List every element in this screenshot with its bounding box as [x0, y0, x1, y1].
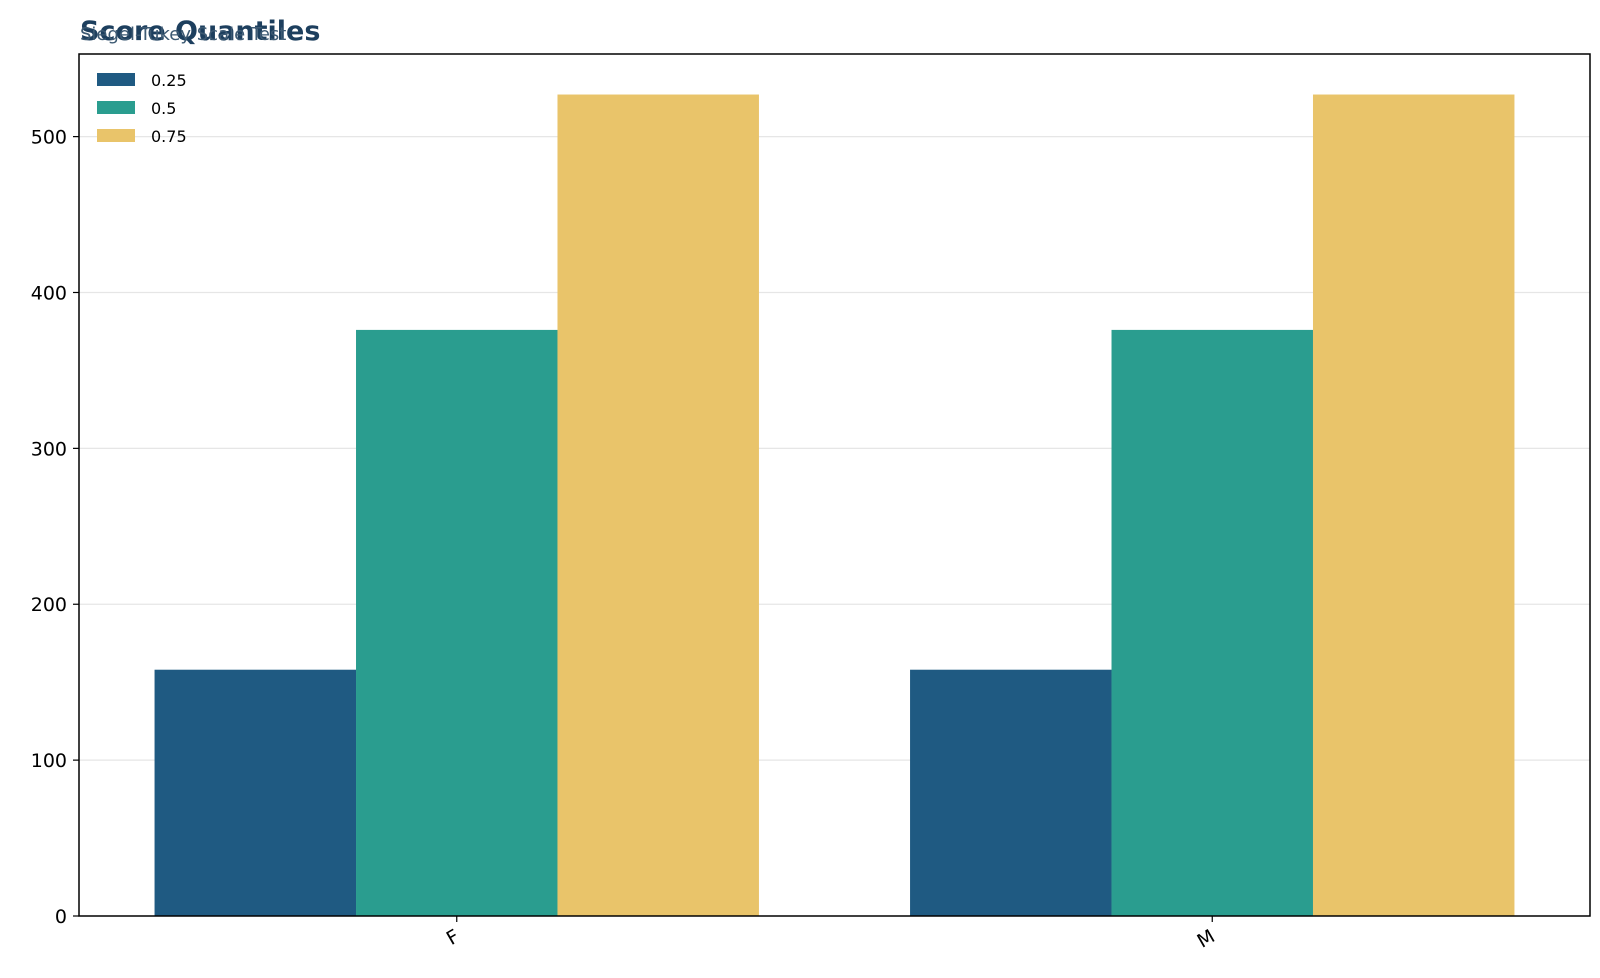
y-tick-label: 100 — [31, 750, 67, 772]
bar-F-0.25 — [154, 669, 357, 916]
x-tick-label: F — [443, 925, 463, 950]
bar-M-0.5 — [1111, 329, 1313, 916]
y-tick-label: 400 — [31, 282, 67, 304]
bars — [154, 94, 1515, 917]
bar-M-0.75 — [1312, 94, 1515, 917]
plot-frame — [78, 53, 1591, 917]
legend: 0.25 0.5 0.75 — [97, 71, 187, 146]
legend-swatch — [97, 129, 135, 142]
y-tick-label: 0 — [55, 906, 67, 928]
bar-F-0.75 — [557, 94, 759, 917]
chart-title: Score Quantiles — [80, 16, 320, 47]
legend-label: 0.25 — [151, 71, 187, 90]
y-tick-label: 200 — [31, 594, 67, 616]
chart-subtitle: Siegel-Tukey Scale Test — [80, 24, 286, 45]
bar-M-0.25 — [910, 669, 1112, 916]
legend-swatch — [97, 101, 135, 114]
y-axis: 0 100 200 300 400 500 — [31, 127, 79, 928]
bar-F-0.5 — [356, 329, 558, 916]
legend-label: 0.5 — [151, 99, 176, 118]
legend-label: 0.75 — [151, 127, 187, 146]
y-tick-label: 300 — [31, 438, 67, 460]
legend-swatch — [97, 73, 135, 86]
y-tick-label: 500 — [31, 127, 67, 149]
x-tick-label: M — [1194, 925, 1219, 952]
